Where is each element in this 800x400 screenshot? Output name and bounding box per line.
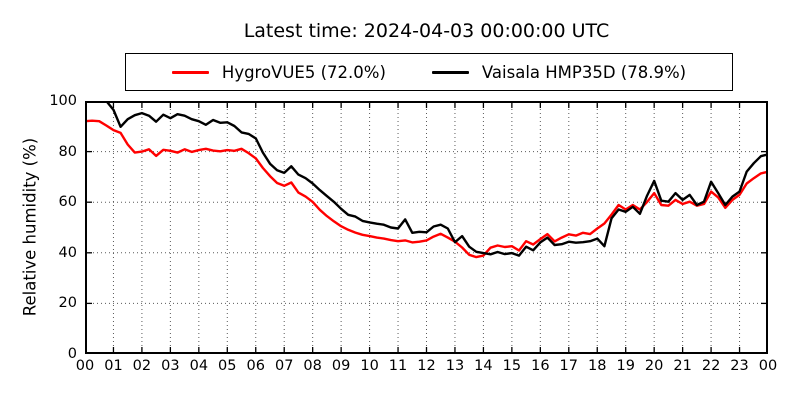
x-tick-label: 16 xyxy=(531,358,550,374)
legend: HygroVUE5 (72.0%) Vaisala HMP35D (78.9%) xyxy=(125,53,733,91)
x-tick-label: 08 xyxy=(303,358,322,374)
legend-label-vaisala: Vaisala HMP35D (78.9%) xyxy=(481,62,687,82)
x-tick-label: 20 xyxy=(644,358,664,374)
x-tick-label: 19 xyxy=(616,358,635,374)
x-tick-label: 15 xyxy=(502,358,522,374)
x-tick-label: 22 xyxy=(701,358,721,374)
series-line-hygrovue5 xyxy=(85,119,768,259)
x-tick-label: 13 xyxy=(445,358,465,374)
x-tick-label: 02 xyxy=(132,358,152,374)
x-tick-label: 03 xyxy=(161,358,180,374)
x-tick-label: 06 xyxy=(246,358,265,374)
plot-area xyxy=(85,101,768,354)
x-tick-label: 21 xyxy=(673,358,692,374)
plot-frame xyxy=(85,101,768,354)
x-tick-label: 14 xyxy=(474,358,493,374)
x-tick-label: 01 xyxy=(104,358,123,374)
chart-title: Latest time: 2024-04-03 00:00:00 UTC xyxy=(243,20,610,42)
x-tick-label: 23 xyxy=(730,358,749,374)
y-tick-label: 100 xyxy=(49,93,77,109)
legend-line-swatch-red xyxy=(171,70,209,74)
legend-line-swatch-black xyxy=(431,70,469,74)
x-tick-label: 04 xyxy=(189,358,209,374)
series-line-vaisala xyxy=(85,101,768,257)
plot-canvas xyxy=(85,101,768,354)
legend-label-hygrovue5: HygroVUE5 (72.0%) xyxy=(221,62,386,82)
legend-item-vaisala: Vaisala HMP35D (78.9%) xyxy=(431,62,687,82)
x-tick-label: 18 xyxy=(588,358,607,374)
x-tick-label: 12 xyxy=(417,358,436,374)
y-tick-label: 80 xyxy=(58,143,77,160)
x-tick-label: 11 xyxy=(388,358,408,374)
y-axis-label: Relative humidity (%) xyxy=(20,137,40,317)
x-tick-label: 17 xyxy=(559,358,579,374)
y-tick-label: 60 xyxy=(58,194,77,211)
x-tick-label: 07 xyxy=(274,358,294,374)
legend-item-hygrovue5: HygroVUE5 (72.0%) xyxy=(171,62,386,82)
x-tick-label: 00 xyxy=(758,358,778,374)
y-tick-label: 0 xyxy=(67,346,77,362)
y-tick-label: 20 xyxy=(58,295,77,312)
x-tick-label: 09 xyxy=(331,358,351,374)
y-tick-label: 40 xyxy=(58,244,77,261)
x-tick-label: 10 xyxy=(360,358,379,374)
x-tick-label: 00 xyxy=(75,358,95,374)
x-tick-label: 05 xyxy=(218,358,237,374)
